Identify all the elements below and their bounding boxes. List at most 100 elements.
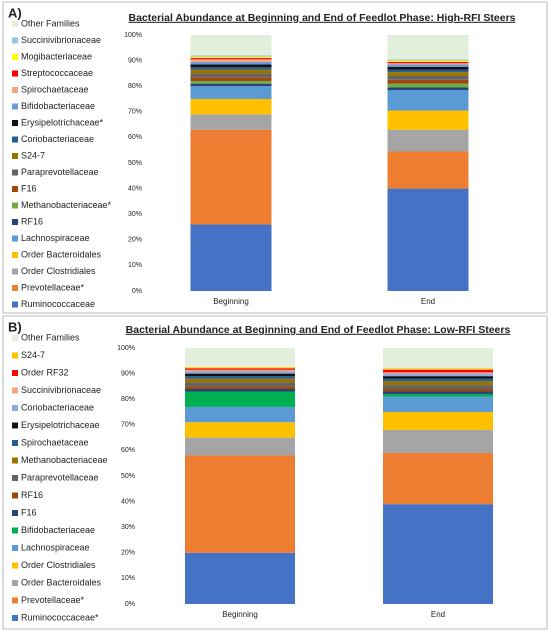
legend-label: Ruminococcaceae	[21, 299, 95, 309]
legend-label: Other Families	[21, 332, 80, 342]
y-tick-label: 20%	[121, 550, 135, 557]
bar-segment	[190, 224, 272, 291]
legend-label: Coriobacteriaceae	[21, 402, 94, 412]
bar-segment	[190, 35, 272, 56]
panel-label: A)	[8, 5, 22, 20]
y-tick-label: 30%	[121, 524, 135, 531]
legend-label: Prevotellaceae*	[21, 595, 85, 605]
legend-swatch	[12, 120, 18, 126]
legend-swatch	[12, 219, 18, 225]
legend-label: Lachnospiraceae	[21, 542, 90, 552]
bar-segment	[185, 386, 295, 389]
legend-swatch	[12, 70, 18, 77]
bar-segment	[190, 114, 272, 130]
bar-segment	[387, 87, 469, 91]
bar-segment	[190, 61, 272, 65]
bar-segment	[190, 77, 272, 82]
chart-title: Bacterial Abundance at Beginning and End…	[129, 12, 516, 24]
y-tick-label: 100%	[117, 345, 135, 352]
legend-label: Order Clostridiales	[21, 266, 96, 276]
legend-swatch	[12, 580, 18, 586]
y-tick-label: 30%	[128, 211, 142, 218]
bar-segment	[387, 63, 469, 65]
bar-segment	[383, 385, 493, 389]
bar-segment	[383, 373, 493, 377]
legend-label: RF16	[21, 216, 43, 226]
y-tick-label: 50%	[121, 473, 135, 480]
bar-segment	[387, 75, 469, 80]
legend-label: Paraprevotellaceae	[21, 167, 99, 177]
bar-segment	[387, 35, 469, 60]
legend-label: S24-7	[21, 150, 45, 160]
legend-swatch	[12, 352, 18, 359]
y-tick-label: 10%	[121, 575, 135, 582]
y-tick-label: 0%	[132, 288, 142, 295]
legend-swatch	[12, 615, 18, 621]
legend-swatch	[12, 37, 18, 44]
bar-segment	[387, 72, 469, 76]
bar-segment	[383, 381, 493, 386]
bar-segment	[185, 455, 295, 553]
bar-segment	[190, 58, 272, 60]
legend-label: Ruminococcaceae*	[21, 612, 99, 622]
y-tick-label: 70%	[121, 422, 135, 429]
y-tick-label: 40%	[128, 185, 142, 192]
legend-label: Bifidobacteriaceae	[21, 525, 95, 535]
bar-segment	[383, 394, 493, 397]
legend-swatch	[12, 562, 18, 569]
legend-label: Spirochaetaceae	[21, 84, 89, 94]
bar-segment	[383, 378, 493, 382]
bar-segment	[387, 83, 469, 88]
bar-segment	[383, 369, 493, 373]
legend-label: S24-7	[21, 350, 45, 360]
bar-segment	[185, 348, 295, 368]
bar-segment	[185, 373, 295, 377]
y-tick-label: 40%	[121, 498, 135, 505]
bar-segment	[383, 429, 493, 453]
bar-segment	[383, 372, 493, 374]
legend-label: Streptococcaceae	[21, 68, 93, 78]
legend-swatch	[12, 285, 18, 291]
legend-label: Spirochaetaceae	[21, 437, 89, 447]
bar-segment	[387, 129, 469, 152]
bar-segment	[190, 83, 272, 87]
bar-segment	[383, 504, 493, 604]
legend-swatch	[12, 21, 18, 27]
x-tick-label: Beginning	[222, 610, 258, 619]
bar-segment	[190, 64, 272, 67]
legend-label: Succinivibrionaceae	[21, 35, 101, 45]
bar-segment	[387, 110, 469, 130]
legend-label: Other Families	[21, 18, 80, 28]
bar-segment	[190, 69, 272, 74]
legend-label: Order Bacteroidales	[21, 249, 102, 259]
x-tick-label: End	[421, 297, 435, 306]
legend-swatch	[12, 153, 18, 159]
legend-label: F16	[21, 183, 37, 193]
legend-label: Order Clostridiales	[21, 560, 96, 570]
legend-swatch	[12, 136, 18, 143]
legend-swatch	[12, 235, 18, 242]
bar-segment	[185, 388, 295, 392]
legend-label: Coriobacteriaceae	[21, 134, 94, 144]
bar-segment	[185, 367, 295, 369]
legend-label: Order RF32	[21, 367, 69, 377]
y-tick-label: 20%	[128, 237, 142, 244]
legend-swatch	[12, 387, 18, 394]
legend-swatch	[12, 54, 18, 60]
legend-swatch	[12, 510, 18, 516]
bar-segment	[185, 368, 295, 370]
legend-label: Order Bacteroidales	[21, 577, 102, 587]
bar-segment	[185, 369, 295, 372]
bar-segment	[387, 69, 469, 73]
bar-segment	[190, 67, 272, 70]
legend-label: Succinivibrionaceae	[21, 385, 101, 395]
y-tick-label: 80%	[128, 83, 142, 90]
bar-segment	[190, 86, 272, 99]
bar-segment	[185, 378, 295, 383]
legend-label: Erysipelotrichaceae*	[21, 117, 104, 127]
bar-segment	[387, 59, 469, 61]
legend-swatch	[12, 422, 18, 429]
legend-swatch	[12, 457, 18, 464]
bar-segment	[387, 188, 469, 291]
